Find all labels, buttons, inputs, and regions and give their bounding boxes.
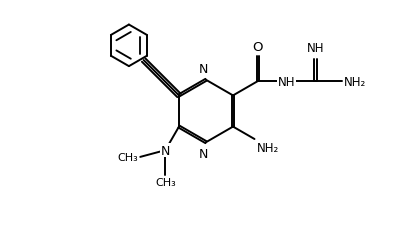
Text: NH₂: NH₂	[257, 141, 279, 154]
Text: N: N	[199, 62, 208, 75]
Text: CH₃: CH₃	[118, 152, 138, 162]
Text: N: N	[199, 148, 208, 161]
Text: O: O	[253, 41, 263, 54]
Text: CH₃: CH₃	[155, 177, 176, 187]
Text: NH: NH	[278, 75, 295, 88]
Text: NH: NH	[307, 42, 324, 55]
Text: NH₂: NH₂	[344, 75, 366, 88]
Text: N: N	[161, 144, 170, 157]
